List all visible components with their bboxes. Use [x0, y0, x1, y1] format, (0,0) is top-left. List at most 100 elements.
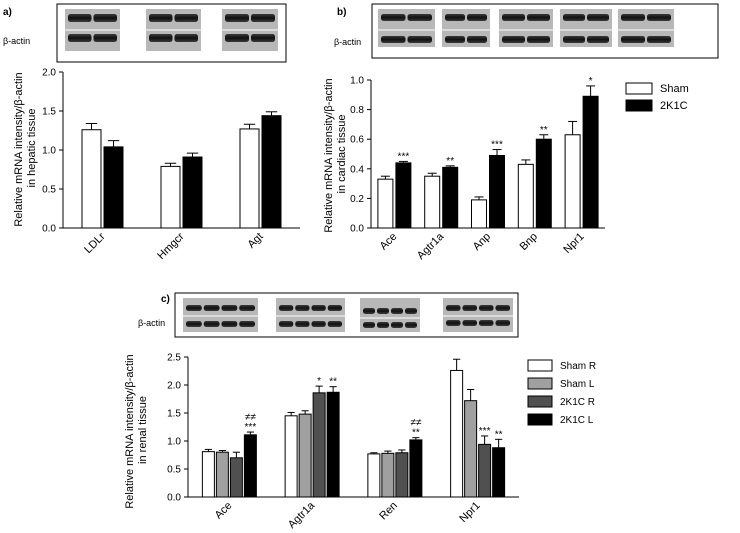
blot-c-band-2-1-2 — [391, 322, 403, 328]
blot-c-band-2-1-3 — [405, 322, 417, 328]
blot-c-band-3-0-2 — [479, 305, 494, 311]
blot-panel-b: b) β-actin — [334, 3, 719, 59]
chart-c-bar-1-3 — [326, 391, 340, 498]
blot-c-band-1-1-2 — [311, 321, 326, 327]
blot-b-band-2-0-0 — [502, 14, 525, 21]
blot-b-band-0-0-1 — [407, 14, 432, 21]
blot-b-band-3-1-0 — [563, 36, 585, 43]
chart-c-mark-2: ≠≠ — [410, 418, 421, 429]
chart-b-xtick-label-2: Anp — [471, 231, 493, 253]
chart-c-bar-2-3 — [409, 439, 423, 498]
chart-a-ylabel-line-1: Relative mRNA intensity/β-actin — [13, 72, 25, 226]
chart-c-ytick-label-3: 1.5 — [167, 409, 181, 420]
blot-a-band-2-1-0 — [225, 34, 249, 42]
blot-a-frame-1 — [146, 9, 201, 51]
blot-b-band-2-1-1 — [527, 36, 550, 43]
legend-c: Sham R Sham L 2K1C R 2K1C L — [527, 359, 596, 426]
chart-c-bar-2-0 — [367, 453, 381, 498]
chart-b-bar-0-0 — [377, 178, 394, 229]
legend-ab-label-2k1c: 2K1C — [660, 100, 688, 112]
legend-c-swatch-sham-l — [527, 377, 553, 390]
blot-b-band-3-1-1 — [587, 36, 609, 43]
chart-b-xtick-label-0: Ace — [378, 231, 400, 253]
chart-a-xtick-label-2: Agt — [245, 231, 265, 251]
blot-a-band-2-0-1 — [251, 14, 275, 22]
panel-a-label: a) — [3, 7, 12, 18]
chart-a-bar-0-1 — [103, 146, 124, 229]
blot-c-band-0-1-0 — [186, 321, 202, 327]
blot-panel-a: a) β-actin — [3, 3, 287, 63]
chart-a-ytick-label-1: 0.5 — [42, 185, 56, 196]
chart-a-ylabel: Relative mRNA intensity/β-actin in hepat… — [13, 69, 38, 226]
blot-c-band-3-1-2 — [479, 320, 494, 326]
chart-b-sig-2-1: *** — [491, 140, 503, 151]
blot-c-band-0-0-2 — [221, 305, 238, 311]
chart-c-xtick-label-0: Ace — [213, 500, 235, 522]
blot-b-band-2-0-1 — [527, 14, 550, 21]
chart-b-ylabel-line-2: in cardiac tissue — [336, 115, 348, 194]
blot-b-band-0-1-0 — [381, 36, 406, 43]
chart-c-ytick-label-4: 2.0 — [167, 381, 181, 392]
blot-c-band-1-1-3 — [327, 321, 342, 327]
blot-a-band-0-0-1 — [93, 14, 117, 22]
blot-c-band-0-1-1 — [203, 321, 220, 327]
chart-b-bar-4-1 — [582, 95, 599, 229]
blot-c-band-2-1-1 — [377, 322, 389, 328]
blot-b-band-4-0-0 — [621, 14, 645, 21]
chart-c-bar-0-2 — [229, 457, 243, 498]
chart-b-ylabel: Relative mRNA intensity/β-actin in cardi… — [323, 75, 348, 232]
chart-b-xtick-label-4: Npr1 — [561, 231, 586, 256]
chart-b-bar-1-0 — [424, 175, 441, 229]
chart-a-ytick-label-4: 2.0 — [42, 68, 56, 79]
blot-a-band-2-1-1 — [251, 34, 275, 42]
chart-b-bar-2-0 — [471, 199, 487, 229]
legend-c-label-2k1c-r: 2K1C R — [560, 397, 595, 408]
blot-b-actin-label: β-actin — [334, 37, 361, 47]
chart-b-sig-4-1: * — [589, 76, 593, 87]
chart-b-ytick-label-4: 0.8 — [350, 105, 364, 116]
chart-a-bar-2-1 — [261, 115, 282, 229]
blot-b-band-2-1-0 — [502, 36, 525, 43]
blot-b-frame-1 — [442, 9, 490, 47]
chart-a-xtick-label-0: LDLr — [82, 230, 108, 256]
blot-b-band-1-1-1 — [467, 36, 487, 43]
blot-b-band-3-0-1 — [587, 14, 609, 21]
chart-c-xtick-label-1: Agtr1a — [286, 499, 318, 531]
blot-a-frame-0 — [65, 9, 120, 51]
chart-b-bar-1-1 — [442, 166, 459, 229]
chart-b-sig-3-1: ** — [540, 125, 548, 136]
legend-ab: Sham 2K1C — [625, 82, 689, 112]
blot-b-band-4-1-0 — [621, 36, 645, 43]
blot-b-band-3-0-0 — [563, 14, 585, 21]
chart-c-bar-1-1 — [298, 413, 312, 498]
blot-a-band-0-0-0 — [68, 14, 92, 22]
chart-b-bar-3-0 — [517, 163, 534, 229]
blot-b-band-4-1-1 — [647, 36, 671, 43]
blot-c-frame-3 — [443, 298, 513, 332]
chart-c-sig-0-3: *** — [245, 422, 257, 433]
blot-c-frame-0 — [183, 298, 258, 332]
blot-b-frame-0 — [378, 9, 435, 47]
legend-c-label-2k1c-l: 2K1C L — [560, 415, 594, 426]
blot-c-band-0-0-3 — [239, 305, 255, 311]
chart-b-xtick-label-3: Bnp — [518, 231, 540, 253]
blot-b-frame-2 — [499, 9, 553, 47]
chart-c-bar-3-1 — [464, 400, 478, 498]
blot-c-band-3-1-1 — [462, 320, 477, 326]
chart-c-bar-0-1 — [215, 451, 229, 498]
chart-a-bar-0-0 — [81, 129, 102, 229]
chart-c-sig-2-3: ** — [412, 428, 420, 439]
chart-c-sig-3-2: *** — [479, 426, 491, 437]
chart-c-bar-2-1 — [381, 452, 395, 498]
blot-a-actin-label: β-actin — [3, 36, 30, 46]
chart-a-ylabel-line-2: in hepatic tissue — [26, 109, 38, 188]
blot-a-band-0-1-1 — [93, 34, 117, 42]
chart-c: 0.00.51.01.52.02.5***≠≠Ace* **Agtr1a**≠≠R… — [124, 353, 519, 531]
blot-b-band-4-0-1 — [647, 14, 671, 21]
blot-c-band-0-1-2 — [221, 321, 238, 327]
chart-b-bar-4-0 — [564, 134, 581, 229]
blot-c-band-3-0-3 — [495, 305, 510, 311]
chart-a-xtick-label-1: Hmgcr — [155, 230, 187, 262]
chart-b-bar-0-1 — [395, 162, 412, 229]
legend-c-swatch-2k1c-r — [527, 395, 553, 408]
